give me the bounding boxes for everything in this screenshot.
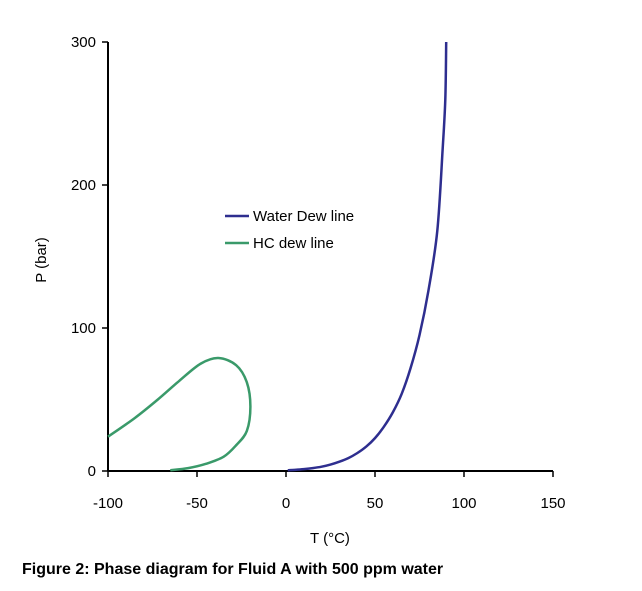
series-line-hc-dew-line: [107, 356, 252, 472]
legend: Water Dew line HC dew line: [225, 208, 354, 252]
legend-label-water-dew-line: Water Dew line: [253, 208, 354, 225]
x-tick-label: -100: [93, 495, 123, 512]
series-layer: [107, 41, 448, 472]
x-tick-label: 100: [451, 495, 476, 512]
x-tick-label: 0: [282, 495, 290, 512]
x-axis-title: T (°C): [310, 530, 350, 547]
y-tick-label: 200: [71, 177, 96, 194]
y-tick-label: 300: [71, 34, 96, 51]
y-tick-label: 100: [71, 320, 96, 337]
series-line-water-dew-line: [287, 41, 448, 472]
ticks: -100 -50 0 50 100 150 0 100 200 300: [71, 34, 566, 512]
x-tick-label: 50: [367, 495, 384, 512]
y-axis-title: P (bar): [33, 237, 50, 283]
y-tick-label: 0: [88, 463, 96, 480]
axes: [107, 42, 553, 472]
x-tick-label: 150: [540, 495, 565, 512]
figure-caption: Figure 2: Phase diagram for Fluid A with…: [22, 561, 444, 578]
x-tick-label: -50: [186, 495, 208, 512]
legend-label-hc-dew-line: HC dew line: [253, 235, 334, 252]
